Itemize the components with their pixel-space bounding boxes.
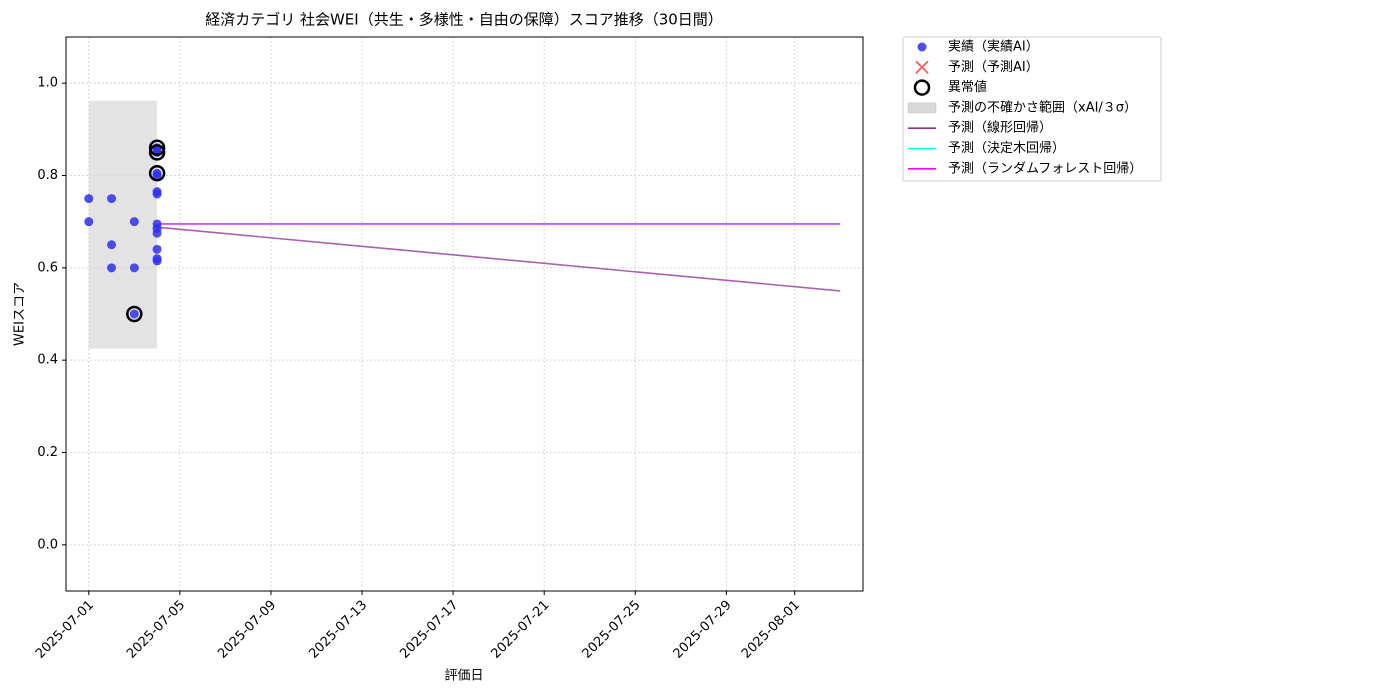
marker-x: [915, 60, 929, 74]
anomaly-ring: [126, 305, 143, 323]
point: [107, 263, 117, 273]
x-tick-label: 2025-07-25: [580, 598, 644, 662]
point: [917, 42, 927, 52]
plot-area: [84, 100, 841, 349]
legend-label: 予測（線形回帰）: [948, 120, 1052, 136]
legend-swatch: [907, 102, 937, 114]
legend-label: 予測（ランダムフォレスト回帰）: [948, 160, 1142, 176]
marker-x-path: [915, 60, 929, 74]
point: [152, 171, 162, 180]
y-tick-label: 0.8: [37, 168, 58, 183]
y-tick-label: 0.6: [37, 260, 58, 275]
x-tick-label: 2025-07-21: [488, 598, 552, 662]
y-axis-label: WEIスコア: [13, 282, 28, 346]
point: [152, 189, 162, 199]
anomaly-ring: [148, 164, 166, 182]
legend-label: 予測（決定木回帰）: [948, 140, 1065, 156]
plot-frame: [65, 36, 864, 592]
anomaly-ring: [148, 139, 166, 157]
y-tick-label: 0.2: [37, 445, 58, 460]
uncertainty-band: [88, 100, 158, 349]
point: [152, 145, 162, 155]
x-tick-label: 2025-07-05: [124, 598, 188, 662]
legend-box: [902, 36, 1162, 182]
point: [107, 240, 117, 250]
legend-label: 実績（実績AI）: [948, 39, 1039, 55]
point: [152, 228, 162, 238]
x-tick-label: 2025-07-09: [215, 598, 279, 662]
forecast-line: [157, 226, 841, 292]
point: [152, 244, 162, 254]
point: [107, 194, 117, 204]
legend-label: 異常値: [948, 79, 987, 95]
anomaly-ring: [913, 79, 931, 96]
x-tick-label: 2025-08-01: [739, 598, 803, 662]
y-tick-label: 0.4: [37, 353, 58, 368]
y-tick-label: 1.0: [37, 76, 58, 91]
legend-label: 予測の不確かさ範囲（xAI/３σ）: [948, 99, 1137, 115]
point: [129, 263, 139, 273]
x-tick-label: 2025-07-29: [671, 598, 735, 662]
legend-label: 予測（予測AI）: [948, 60, 1039, 75]
x-tick-label: 2025-07-17: [397, 598, 461, 662]
y-tick-label: 0.0: [37, 537, 58, 552]
point: [129, 217, 139, 227]
point: [84, 217, 94, 227]
anomaly-ring: [148, 144, 166, 161]
x-tick-label: 2025-07-01: [33, 598, 97, 662]
x-tick-label: 2025-07-13: [306, 598, 370, 662]
point: [152, 256, 162, 266]
chart-title: 経済カテゴリ 社会WEI（共生・多様性・自由の保障）スコア推移（30日間）: [205, 11, 723, 29]
point: [129, 309, 139, 319]
x-axis-label: 評価日: [444, 669, 483, 684]
point: [84, 194, 94, 204]
